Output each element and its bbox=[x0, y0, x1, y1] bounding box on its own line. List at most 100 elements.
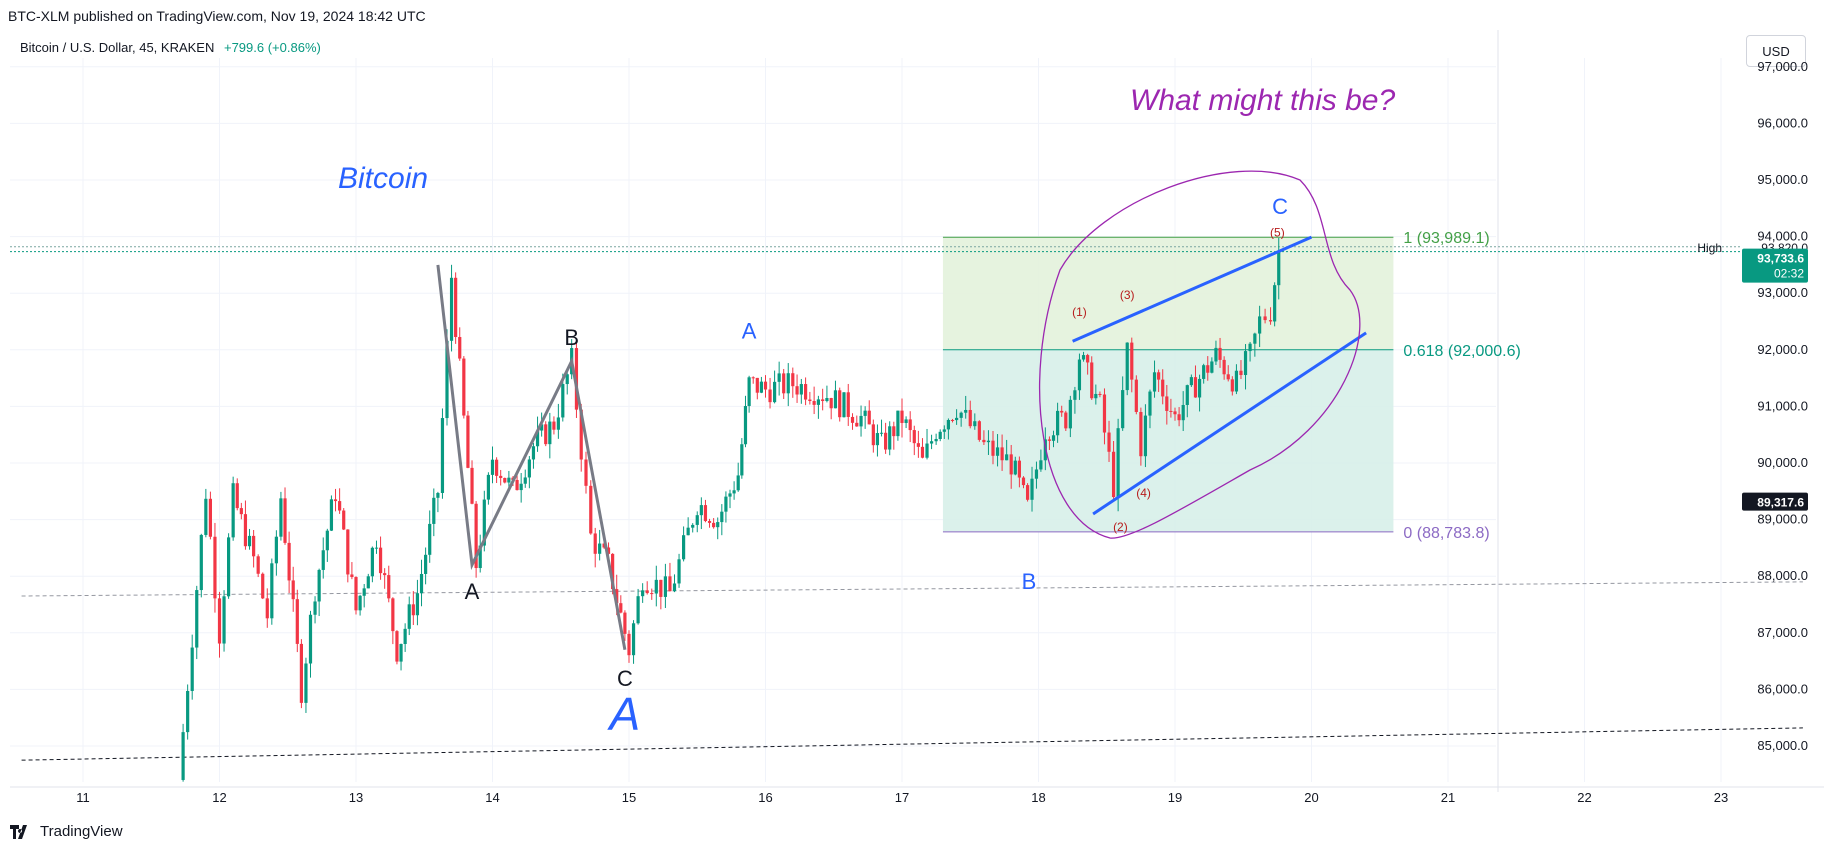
candle-body bbox=[1189, 377, 1193, 386]
candle-body bbox=[672, 583, 677, 592]
wave-count-label: (4) bbox=[1136, 486, 1151, 500]
candle-body bbox=[991, 440, 995, 456]
price-tick-label: 87,000.0 bbox=[1757, 625, 1808, 640]
candle-body bbox=[1218, 347, 1222, 360]
tradingview-logo[interactable]: TradingView bbox=[10, 823, 123, 840]
candle-body bbox=[1047, 439, 1052, 441]
candle-body bbox=[925, 443, 929, 458]
price-tick-label: 89,000.0 bbox=[1757, 512, 1808, 527]
candle-body bbox=[181, 732, 185, 780]
candle-body bbox=[1143, 415, 1148, 457]
candle-body bbox=[321, 550, 325, 570]
currency-button[interactable]: USD bbox=[1746, 35, 1806, 67]
candle-body bbox=[399, 644, 403, 662]
candle-body bbox=[415, 593, 420, 616]
candle-body bbox=[1230, 379, 1234, 392]
candle-body bbox=[1197, 378, 1202, 398]
price-tick-label: 93,000.0 bbox=[1757, 285, 1808, 300]
candle-body bbox=[747, 377, 751, 407]
time-tick-label: 11 bbox=[76, 790, 90, 805]
price-tick-label: 95,000.0 bbox=[1757, 172, 1808, 187]
candle-body bbox=[1013, 460, 1017, 475]
candle-body bbox=[265, 598, 269, 619]
candle-body bbox=[1214, 347, 1218, 362]
highlight-ellipse bbox=[1039, 170, 1361, 539]
candle-body bbox=[1102, 394, 1107, 433]
candle-body bbox=[740, 444, 744, 476]
candle-body bbox=[1116, 428, 1120, 498]
time-tick-label: 18 bbox=[1031, 790, 1045, 805]
candle-body bbox=[204, 498, 208, 535]
candle-body bbox=[494, 459, 499, 476]
symbol-legend[interactable]: Bitcoin / U.S. Dollar, 45, KRAKEN +799.6… bbox=[20, 40, 321, 55]
candle-body bbox=[593, 533, 597, 554]
candle-body bbox=[732, 490, 736, 494]
candle-body bbox=[378, 547, 383, 574]
price-tick-label: 94,000.0 bbox=[1757, 229, 1808, 244]
fib-zone-upper bbox=[942, 237, 1394, 350]
candle-body bbox=[317, 569, 321, 602]
candle-body bbox=[308, 614, 313, 664]
candle-body bbox=[763, 381, 768, 390]
candle-body bbox=[1021, 477, 1026, 486]
candle-body bbox=[863, 410, 867, 416]
candle-body bbox=[816, 399, 820, 405]
time-axis[interactable]: 11 12 13 14 15 16 17 18 19 20 21 22 23 bbox=[76, 790, 1728, 805]
candle-body bbox=[1125, 342, 1129, 391]
candle-body bbox=[659, 579, 663, 597]
candle-body bbox=[703, 505, 708, 522]
candle-body bbox=[503, 477, 507, 483]
candle-body bbox=[231, 483, 235, 538]
candle-body bbox=[535, 430, 540, 447]
candle-body bbox=[912, 430, 916, 444]
candle-body bbox=[896, 410, 900, 437]
price-axis[interactable]: 85,000.0 86,000.0 87,000.0 88,000.0 89,000.0… bbox=[1697, 59, 1808, 753]
wave-count-label: (3) bbox=[1120, 288, 1135, 302]
candle-body bbox=[466, 415, 470, 468]
candle-body bbox=[884, 432, 888, 450]
candle-body bbox=[252, 535, 256, 557]
candle-body bbox=[1173, 411, 1177, 415]
candle-body bbox=[270, 563, 274, 619]
price-change: +799.6 (+0.86%) bbox=[223, 40, 321, 55]
candle-body bbox=[611, 553, 615, 590]
publish-info: BTC-XLM published on TradingView.com, No… bbox=[8, 8, 426, 24]
candle-body bbox=[1139, 411, 1143, 457]
candle-body bbox=[615, 589, 619, 604]
high-label: High bbox=[1697, 241, 1722, 255]
candle-body bbox=[1086, 355, 1090, 363]
time-tick-label: 19 bbox=[1168, 790, 1182, 805]
candles bbox=[181, 237, 1281, 782]
price-tick-label: 86,000.0 bbox=[1757, 681, 1808, 696]
candle-body bbox=[247, 535, 252, 547]
candle-body bbox=[482, 499, 486, 546]
price-tick-label: 85,000.0 bbox=[1757, 738, 1808, 753]
candle-body bbox=[1056, 410, 1060, 436]
candle-body bbox=[1081, 355, 1086, 360]
candle-body bbox=[287, 542, 291, 581]
candle-body bbox=[695, 515, 699, 525]
candle-body bbox=[527, 459, 531, 478]
countdown-value: 02:32 bbox=[1774, 267, 1804, 281]
candle-body bbox=[1222, 359, 1226, 375]
candle-body bbox=[235, 483, 239, 509]
candle-body bbox=[199, 534, 203, 591]
candle-body bbox=[871, 424, 875, 446]
dashed-reference-lines bbox=[10, 246, 1803, 761]
time-tick-label: 16 bbox=[758, 790, 772, 805]
candle-body bbox=[1034, 469, 1039, 479]
candle-body bbox=[325, 530, 329, 551]
candle-body bbox=[1243, 351, 1248, 376]
candle-body bbox=[1206, 365, 1210, 373]
abc-zigzag bbox=[436, 264, 627, 651]
crosshair-price-badge bbox=[1742, 492, 1808, 511]
candle-body bbox=[449, 277, 454, 341]
tradingview-logo-icon bbox=[10, 824, 27, 839]
candle-body bbox=[1009, 454, 1013, 475]
candle-body bbox=[759, 381, 764, 393]
candle-body bbox=[821, 399, 825, 402]
tradingview-logo-text: TradingView bbox=[40, 823, 123, 840]
candle-body bbox=[724, 496, 728, 512]
candle-body bbox=[942, 429, 946, 432]
